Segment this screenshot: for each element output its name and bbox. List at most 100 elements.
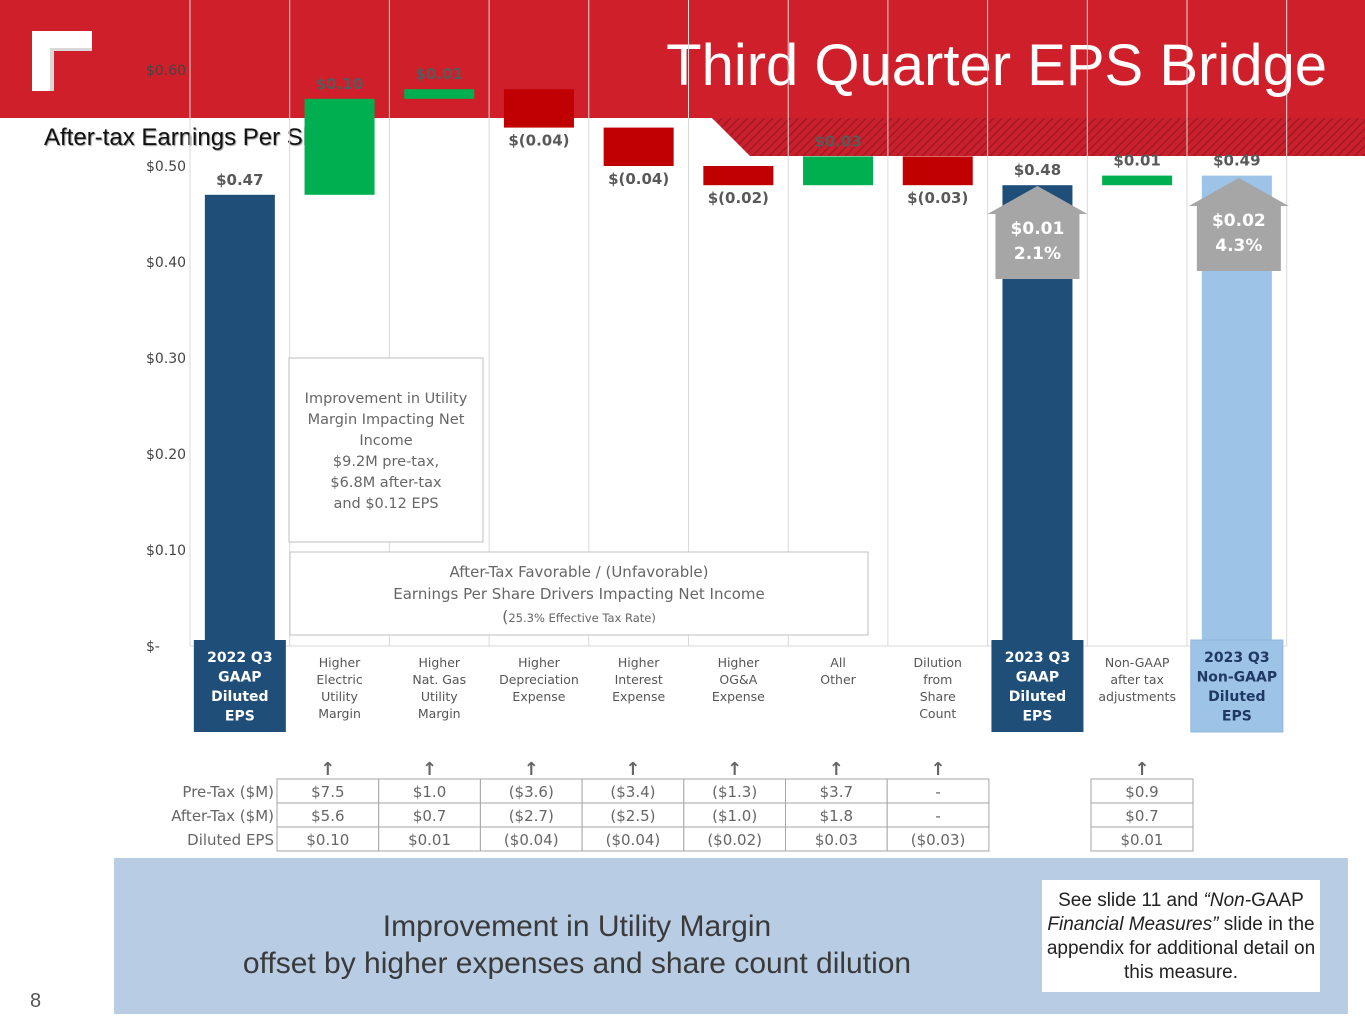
bar-4 (603, 127, 674, 166)
y-tick-label: $0.50 (146, 159, 186, 175)
category-label: Higher (718, 655, 760, 670)
bar-6 (803, 156, 874, 186)
category-label: OG&A (719, 672, 757, 687)
summary-line-2: offset by higher expenses and share coun… (242, 947, 912, 980)
bar-0 (204, 194, 275, 647)
category-label: Diluted (211, 689, 268, 705)
drivers-paren: ( (502, 607, 508, 626)
bar-9 (1102, 175, 1173, 186)
note-italic-1: “Non- (1203, 890, 1252, 911)
table-cell (378, 778, 481, 804)
category-label: Higher (418, 655, 460, 670)
bar-value-label: $(0.04) (508, 132, 569, 150)
drivers-callout-line-3: (25.3% Effective Tax Rate) (502, 607, 656, 626)
category-label: 2023 Q3 (1005, 650, 1070, 666)
bar-value-label: $0.01 (416, 65, 463, 83)
table-cell-value: $0.10 (306, 831, 349, 849)
utility-callout-line: $9.2M pre-tax, (333, 454, 439, 470)
bar-value-label: $0.49 (1213, 152, 1260, 170)
utility-callout-line: $6.8M after-tax (330, 475, 442, 491)
category-label: Non-GAAP (1197, 670, 1278, 686)
table-arrow-icon: ↑ (931, 759, 946, 780)
table-cell (1090, 802, 1194, 828)
bar-value-label: $(0.03) (907, 189, 968, 207)
category-label: Margin (418, 706, 461, 721)
table-cell (1090, 778, 1194, 804)
bar-2 (404, 89, 475, 99)
category-label: Share (920, 689, 956, 704)
header-bar (0, 0, 1365, 118)
bar-value-label: $(0.04) (608, 170, 669, 188)
note-italic-2: Financial Measures” (1047, 914, 1219, 935)
category-label: Electric (316, 672, 362, 687)
table-cell (378, 826, 481, 852)
chart-subtitle: After-tax Earnings Per Share (44, 124, 351, 151)
category-label: Count (919, 706, 956, 721)
utility-callout-line: and $0.12 EPS (333, 496, 438, 512)
y-tick-label: $0.20 (146, 447, 186, 463)
category-box (991, 640, 1084, 732)
table-arrow-icon: ↑ (1134, 759, 1149, 780)
category-label: Other (820, 672, 856, 687)
category-label: Expense (612, 689, 665, 704)
summary-line-1: Improvement in Utility Margin (382, 910, 772, 943)
category-label: Diluted (1208, 689, 1265, 705)
table-cell-value: ($2.5) (610, 807, 655, 825)
table-cell-value: ($1.0) (712, 807, 757, 825)
table-arrow-icon: ↑ (829, 759, 844, 780)
table-cell-value: $0.7 (1125, 807, 1158, 825)
table-cell-value: ($1.3) (712, 783, 757, 801)
table-cell (276, 826, 380, 852)
table-cell-value: $0.9 (1125, 783, 1158, 801)
table-cell-value: ($0.02) (707, 831, 762, 849)
non-gaap-note: See slide 11 and “Non-GAAP Financial Mea… (1042, 880, 1320, 992)
y-tick-label: $0.60 (146, 63, 186, 79)
table-row-label: Pre-Tax ($M) (182, 783, 274, 801)
table-cell (581, 778, 685, 804)
table-cell-value: $1.0 (413, 783, 446, 801)
category-label: 2023 Q3 (1204, 650, 1269, 666)
table-arrow-icon: ↑ (524, 759, 539, 780)
table-arrow-icon: ↑ (625, 759, 640, 780)
table-cell-value: ($0.03) (911, 831, 966, 849)
table-cell-value: $0.01 (408, 831, 451, 849)
category-label: Higher (319, 655, 361, 670)
change-percent: 2.1% (1014, 244, 1061, 264)
category-label: adjustments (1098, 689, 1176, 704)
category-label: EPS (1222, 709, 1252, 725)
bar-value-label: $0.01 (1113, 152, 1160, 170)
table-cell-value: ($0.04) (504, 831, 559, 849)
category-label: from (923, 672, 952, 687)
table-cell-value: $0.03 (815, 831, 858, 849)
table-cell-value: ($0.04) (606, 831, 661, 849)
note-text-2: GAAP (1251, 890, 1304, 911)
note-text-3: slide in the appendix for additional det… (1046, 914, 1316, 983)
bar-value-label: $0.10 (316, 75, 363, 93)
bar-5 (703, 166, 774, 186)
drivers-callout-line-2: Earnings Per Share Drivers Impacting Net… (393, 585, 764, 603)
table-cell-value: $0.01 (1121, 831, 1164, 849)
utility-callout-line: Margin Impacting Net (308, 412, 465, 428)
bar-value-label: $0.47 (216, 171, 263, 189)
table-cell (479, 778, 583, 804)
table-cell-value: $5.6 (311, 807, 344, 825)
table-cell-value: $0.7 (413, 807, 446, 825)
category-label: Utility (421, 689, 458, 704)
category-label: Dilution (914, 655, 962, 670)
slide-title: Third Quarter EPS Bridge (666, 33, 1327, 98)
category-label: GAAP (218, 670, 261, 686)
category-label: Utility (321, 689, 358, 704)
table-cell (785, 778, 888, 804)
category-label: Margin (318, 706, 361, 721)
change-amount: $0.01 (1011, 219, 1065, 239)
category-label: Depreciation (499, 672, 579, 687)
category-label: Diluted (1009, 689, 1066, 705)
utility-callout-line: Income (359, 433, 412, 449)
category-label: GAAP (1016, 670, 1059, 686)
drivers-callout-line-1: After-Tax Favorable / (Unfavorable) (450, 563, 709, 581)
table-cell-value: - (935, 783, 940, 801)
bar-1 (304, 98, 375, 195)
table-cell-value: $7.5 (311, 783, 344, 801)
summary-text: Improvement in Utility Margin offset by … (170, 908, 984, 982)
